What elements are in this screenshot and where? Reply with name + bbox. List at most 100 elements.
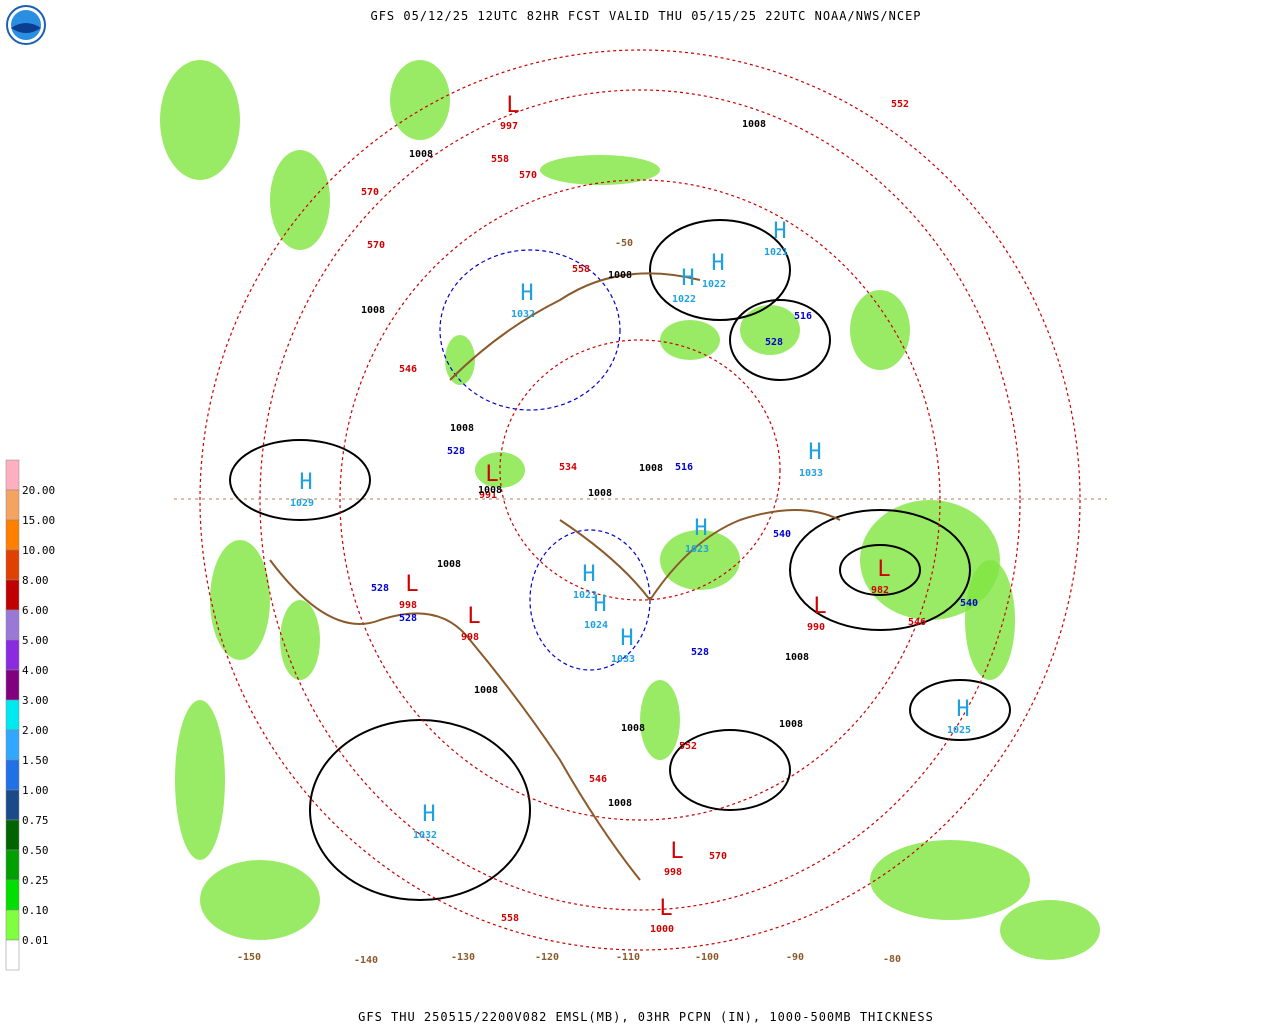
longitude-label: -110 [616,952,640,963]
precip-area [965,560,1015,680]
precip-area [1000,900,1100,960]
isobar-label: 1008 [779,719,803,730]
legend-swatch [5,549,20,581]
contour-line [839,544,921,596]
thickness-label: 528 [371,583,389,594]
legend-swatch [5,609,20,641]
pressure-symbol: L [485,462,498,487]
pressure-symbol: H [711,251,724,276]
pressure-value: 1023 [573,590,597,601]
pressure-symbol: L [670,839,683,864]
legend-label: 5.00 [22,634,49,647]
thickness-label: 540 [773,529,791,540]
contour-line [729,299,831,381]
pressure-value: 1022 [672,294,696,305]
contour-line [259,89,1021,911]
legend-swatch [5,879,20,911]
legend-swatch [5,909,20,941]
pressure-symbol: H [681,266,694,291]
precip-area [445,335,475,385]
contour-line [669,729,791,811]
thickness-label: 570 [367,240,385,251]
pressure-value: 1032 [413,830,437,841]
pressure-value: 1033 [799,468,823,479]
precip-area [160,60,240,180]
isobar-label: 1008 [437,559,461,570]
thickness-label: 546 [908,617,926,628]
pressure-value: 998 [461,632,479,643]
pressure-symbol: L [405,572,418,597]
precip-area [850,290,910,370]
legend: 20.00 15.00 10.00 8.00 6.00 5.00 4.00 3.00 2.00 1… [5,459,55,971]
isobar-label: 1008 [621,723,645,734]
pressure-symbol: L [467,604,480,629]
pressure-symbol: H [956,697,969,722]
pressure-symbol: H [520,281,533,306]
pressure-value: 998 [664,867,682,878]
thickness-label: 552 [679,741,697,752]
thickness-label: 540 [960,598,978,609]
legend-swatch [5,579,20,611]
precip-area [660,530,740,590]
pressure-value: 1025 [947,725,971,736]
pressure-symbol: L [813,594,826,619]
contour-line [499,339,781,601]
contour-line [909,679,1011,741]
thickness-label: 528 [765,337,783,348]
precip-area [270,150,330,250]
legend-swatch [5,639,20,671]
header-title: GFS 05/12/25 12UTC 82HR FCST VALID THU 0… [370,9,921,23]
isobar-label: 1008 [742,119,766,130]
pressure-symbol: H [620,626,633,651]
legend-label: 0.50 [22,844,49,857]
coastline [269,272,841,881]
legend-swatch [5,759,20,791]
isobar-label: 1008 [361,305,385,316]
contour-line [229,439,371,521]
thickness-label: 570 [361,187,379,198]
legend-swatch [5,789,20,821]
legend-label: 2.00 [22,724,49,737]
isobar-label: 1008 [478,485,502,496]
pressure-value: 997 [500,121,518,132]
thickness-label: 516 [794,311,812,322]
map: H1029H1032H1032H1022H1022H1033H1025H1023… [160,33,1107,966]
pressure-value: 1032 [511,309,535,320]
legend-label: 0.25 [22,874,49,887]
thickness-label: 528 [691,647,709,658]
isobar-label: 1008 [608,798,632,809]
legend-label: 1.50 [22,754,49,767]
legend-swatch [5,939,20,971]
pressure-value: 1033 [611,654,635,665]
legend-swatch [5,699,20,731]
pressure-symbol: H [773,219,786,244]
precip-area [390,60,450,140]
pressure-symbol: H [694,516,707,541]
legend-swatch [5,519,20,551]
pressure-value: 998 [399,600,417,611]
precip-area [200,860,320,940]
longitude-label: -90 [786,952,804,963]
legend-label: 0.75 [22,814,49,827]
thickness-label: 546 [589,774,607,785]
isobar-label: 1008 [588,488,612,499]
pressure-symbol: L [659,896,672,921]
pressure-symbol: L [506,93,519,118]
pressure-value: 1023 [685,544,709,555]
legend-label: 0.01 [22,934,49,947]
precip-area [660,320,720,360]
precip-area [740,305,800,355]
legend-swatch [5,489,20,521]
pressure-value: 1024 [584,620,608,631]
longitude-label: -130 [451,952,475,963]
thickness-label: 558 [491,154,509,165]
legend-label: 6.00 [22,604,49,617]
pressure-value: 1029 [290,498,314,509]
contour-line [439,249,621,411]
thickness-label: 534 [559,462,577,473]
isobar-label: 1008 [639,463,663,474]
pressure-symbol: H [422,802,435,827]
thickness-label: 516 [675,462,693,473]
thickness-label: 528 [447,446,465,457]
